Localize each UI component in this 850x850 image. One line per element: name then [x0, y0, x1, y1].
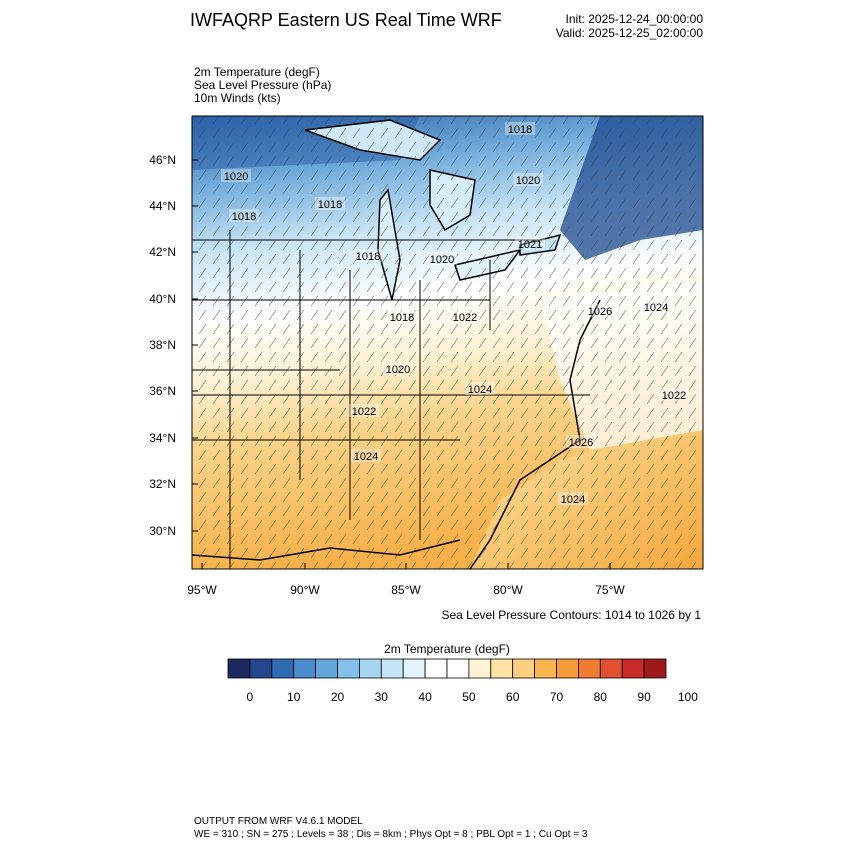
colorbar-box	[643, 658, 667, 679]
contour-label: 1020	[516, 175, 540, 187]
contour-label-box	[465, 382, 495, 395]
colorbar-box	[315, 658, 338, 679]
colorbar-label: 0	[247, 690, 254, 704]
lat-label: 34°N	[149, 431, 176, 445]
colorbar-label: 50	[462, 690, 476, 704]
field-label: Sea Level Pressure (hPa)	[194, 78, 331, 92]
contour-label: 1020	[224, 171, 248, 183]
contour-label: 1018	[356, 251, 380, 263]
contour-label: 1018	[390, 312, 414, 324]
field-label: 10m Winds (kts)	[194, 91, 281, 105]
colorbar-label: 10	[287, 690, 301, 704]
colorbar-box	[468, 658, 492, 679]
colorbar-box	[512, 658, 536, 679]
contour-label: 1024	[468, 384, 492, 396]
lat-label: 30°N	[149, 524, 176, 538]
lat-label: 32°N	[149, 477, 176, 491]
colorbar-box	[380, 658, 404, 679]
map-field	[192, 116, 703, 569]
footer-line: WE = 310 ; SN = 275 ; Levels = 38 ; Dis …	[194, 829, 588, 840]
colorbar-box	[227, 658, 251, 679]
colorbar-label: 80	[594, 690, 608, 704]
lon-label: 85°W	[391, 583, 421, 597]
contour-label-box	[566, 435, 596, 448]
contour-label-box	[349, 404, 379, 417]
contour-label: 1022	[453, 312, 477, 324]
contour-label: 1020	[430, 254, 454, 266]
contour-label-box	[515, 237, 545, 250]
contour-label: 1024	[561, 494, 585, 506]
title: IWFAQRP Eastern US Real Time WRF	[190, 10, 502, 30]
contour-label: 1018	[232, 211, 256, 223]
contour-label-box	[641, 300, 671, 313]
colorbar-box	[402, 658, 426, 679]
colorbar-box	[293, 658, 317, 679]
colorbar-box	[490, 658, 514, 679]
colorbar-label: 70	[550, 690, 564, 704]
lat-label: 38°N	[149, 338, 176, 352]
colorbar-box	[621, 658, 645, 679]
lat-label: 42°N	[149, 245, 176, 259]
contour-note: Sea Level Pressure Contours: 1014 to 102…	[442, 608, 702, 622]
lon-label: 75°W	[595, 583, 625, 597]
colorbar-label: 20	[331, 690, 345, 704]
valid-time: Valid: 2025-12-25_02:00:00	[556, 26, 704, 40]
lon-label: 95°W	[187, 583, 217, 597]
colorbar-box	[556, 658, 579, 679]
contour-label: 1024	[354, 451, 378, 463]
lon-label: 90°W	[290, 583, 320, 597]
colorbar-label: 30	[375, 690, 389, 704]
footer-line: OUTPUT FROM WRF V4.6.1 MODEL	[194, 816, 363, 827]
contour-label: 1018	[508, 124, 532, 136]
colorbar-label: 60	[506, 690, 520, 704]
lon-label: 80°W	[493, 583, 523, 597]
colorbar-box	[424, 658, 448, 679]
init-time: Init: 2025-12-24_00:00:00	[566, 12, 704, 26]
lat-label: 40°N	[149, 292, 176, 306]
colorbar-label: 90	[637, 690, 651, 704]
lat-label: 44°N	[149, 199, 176, 213]
colorbar-box	[446, 658, 470, 679]
contour-label: 1026	[588, 306, 612, 318]
colorbar-label: 40	[418, 690, 432, 704]
contour-label-box	[427, 252, 457, 265]
colorbar-title: 2m Temperature (degF)	[384, 642, 510, 656]
contour-label-box	[387, 310, 417, 323]
colorbar-box	[358, 658, 382, 679]
contour-label-box	[353, 249, 383, 262]
contour-label-box	[505, 122, 535, 135]
contour-label-box	[585, 304, 615, 317]
contour-label: 1018	[318, 199, 342, 211]
contour-label-box	[383, 362, 413, 375]
contour-label: 1021	[518, 239, 542, 251]
colorbar-box	[578, 658, 601, 679]
contour-label-box	[351, 449, 381, 462]
contour-label-box	[558, 492, 588, 505]
contour-label: 1020	[386, 364, 410, 376]
contour-label: 1026	[569, 437, 593, 449]
lat-label: 46°N	[149, 153, 176, 167]
contour-label-box	[659, 388, 689, 401]
contour-label-box	[229, 209, 259, 222]
map-frame	[191, 115, 704, 570]
contour-label-box	[221, 169, 251, 182]
colorbar-box	[599, 658, 623, 679]
contour-label: 1022	[352, 406, 376, 418]
contour-label-box	[513, 173, 543, 186]
colorbar-label: 100	[678, 690, 698, 704]
contour-label-box	[315, 197, 345, 210]
field-label: 2m Temperature (degF)	[194, 65, 320, 79]
colorbar-box	[271, 658, 295, 679]
colorbar-box	[337, 658, 360, 679]
colorbar-box	[534, 658, 557, 679]
contour-label: 1024	[644, 302, 668, 314]
contour-label: 1022	[662, 390, 686, 402]
lat-label: 36°N	[149, 384, 176, 398]
colorbar-box	[249, 658, 273, 679]
contour-label-box	[450, 310, 480, 323]
